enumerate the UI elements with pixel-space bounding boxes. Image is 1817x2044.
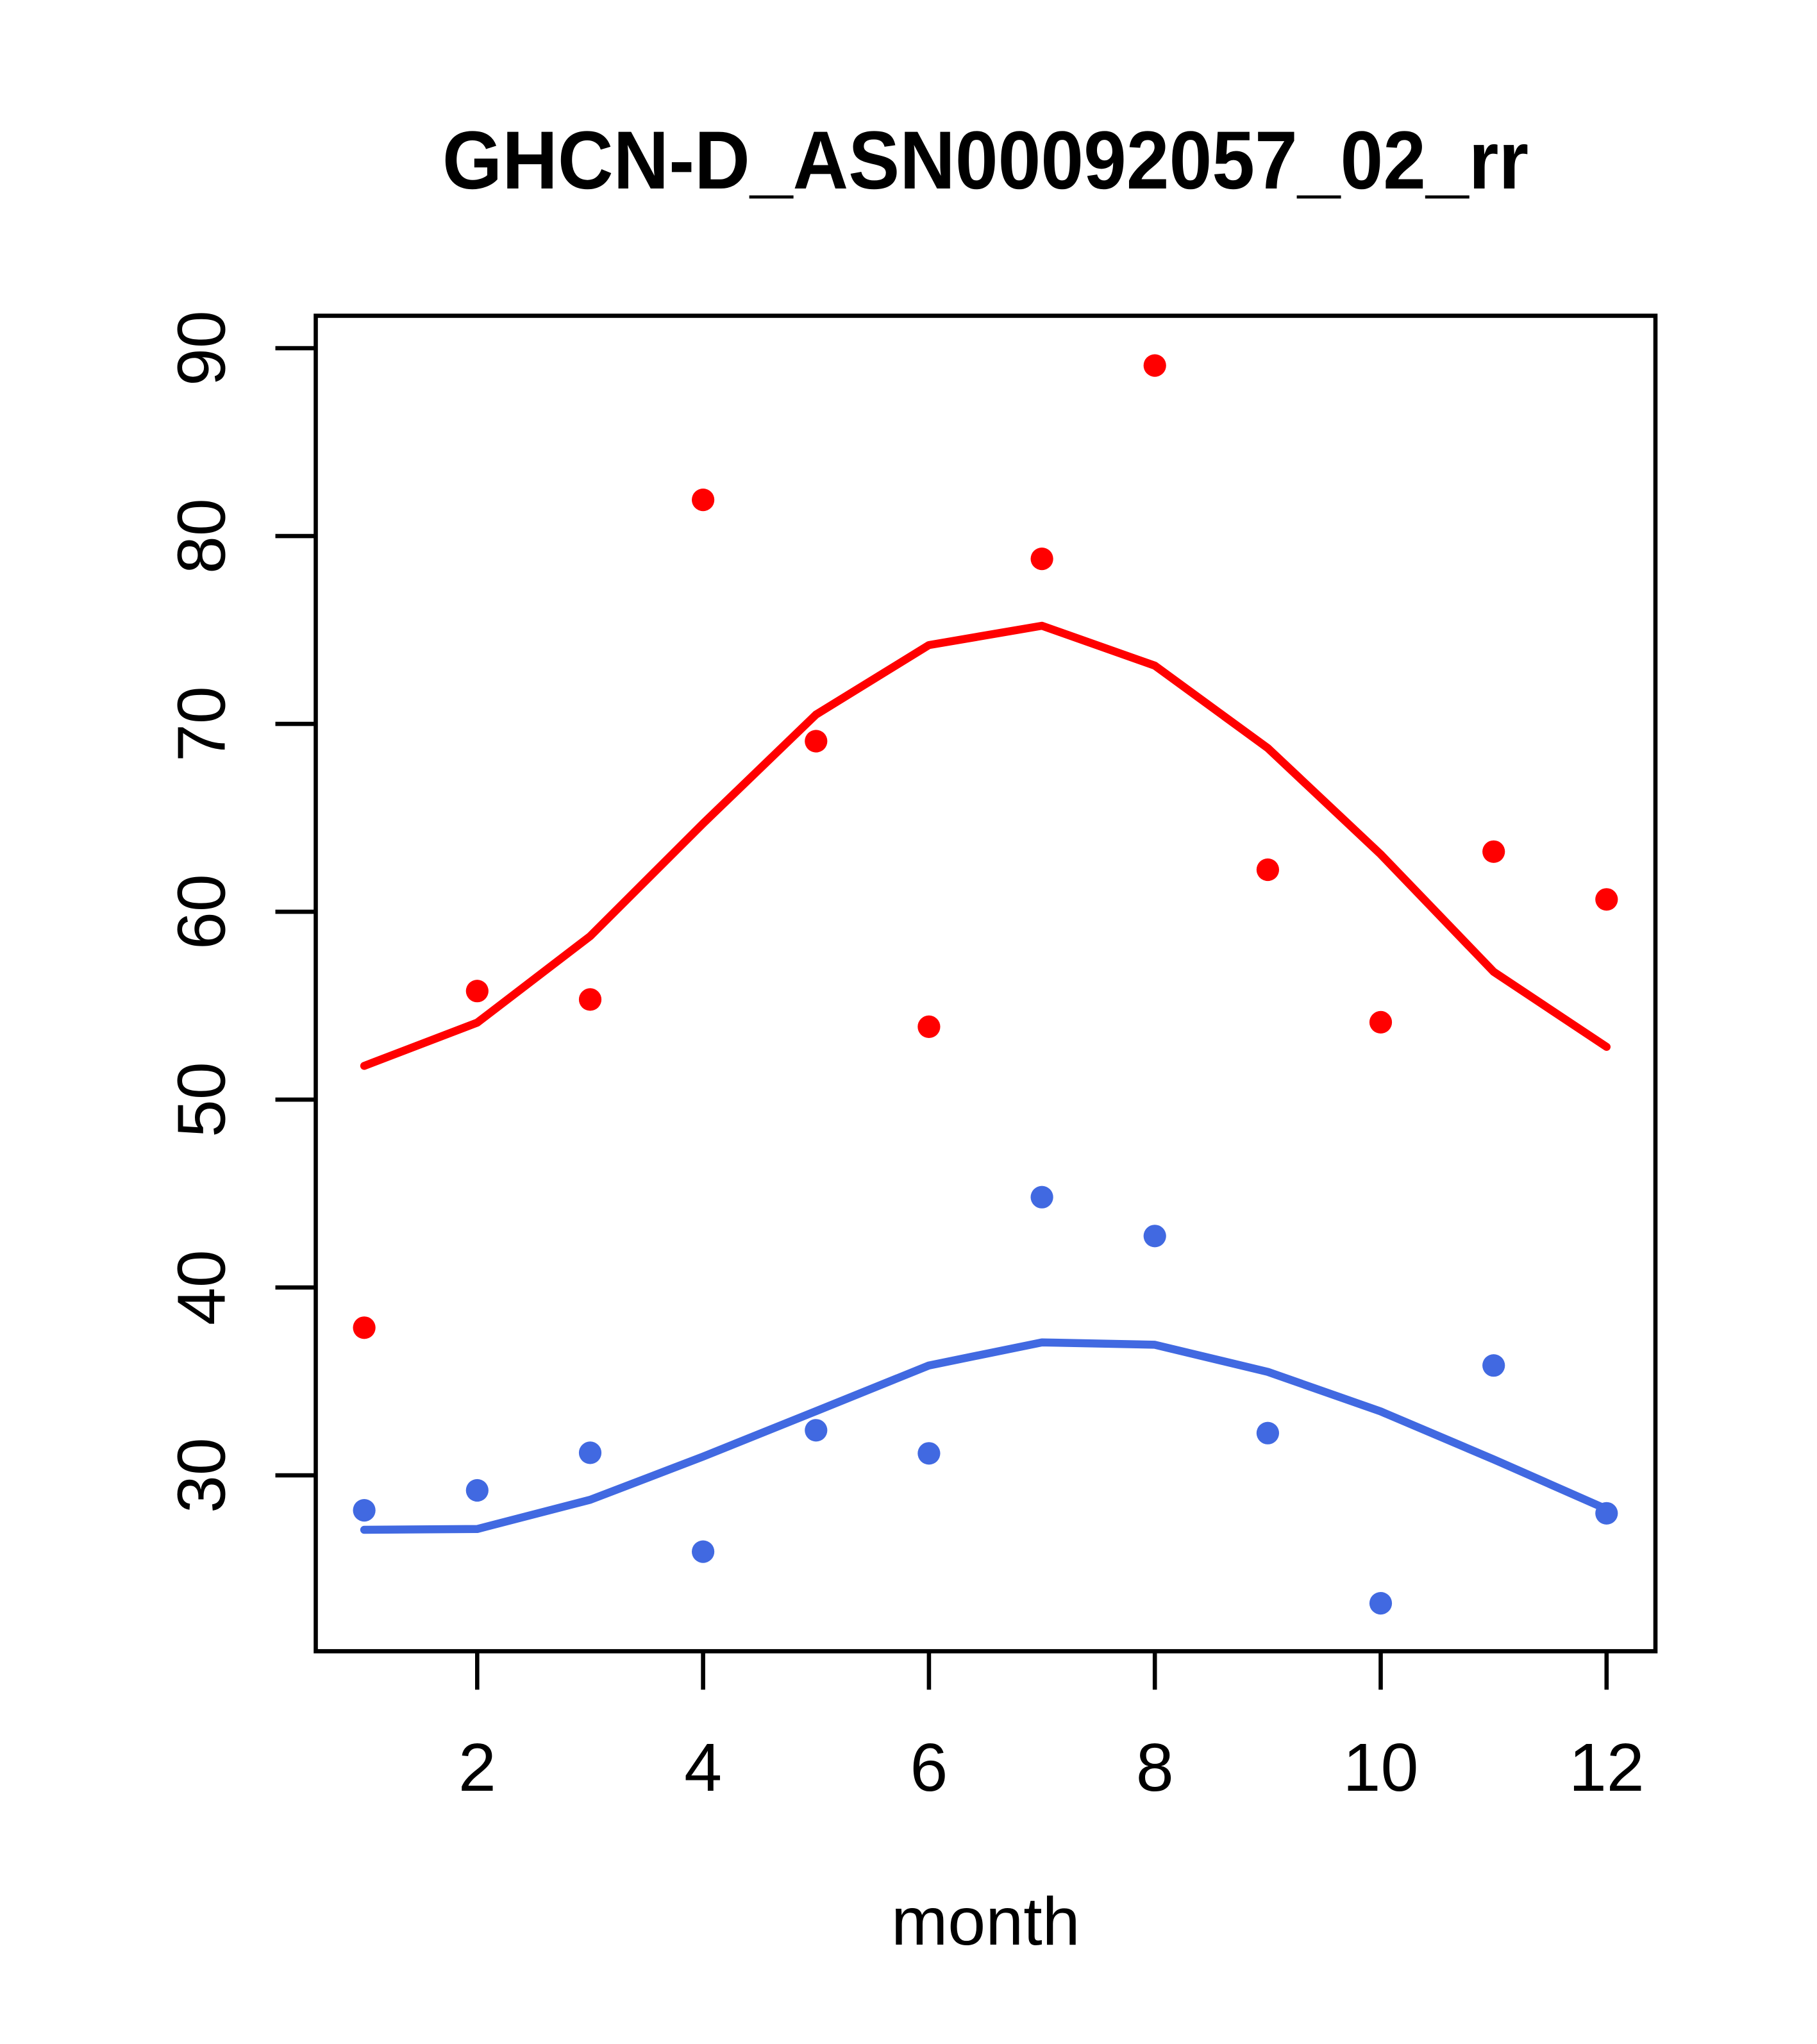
svg-text:12: 12: [1569, 1730, 1645, 1805]
svg-text:30: 30: [163, 1437, 239, 1513]
svg-text:60: 60: [163, 874, 239, 950]
svg-text:10: 10: [1343, 1730, 1419, 1805]
svg-text:70: 70: [163, 686, 239, 762]
svg-text:month: month: [891, 1884, 1080, 1959]
svg-text:8: 8: [1136, 1730, 1174, 1805]
svg-text:4: 4: [684, 1730, 722, 1805]
svg-text:50: 50: [163, 1062, 239, 1137]
svg-text:80: 80: [163, 498, 239, 574]
svg-text:90: 90: [163, 310, 239, 386]
svg-text:2: 2: [458, 1730, 496, 1805]
svg-text:GHCN-D_ASN00092057_02_rr: GHCN-D_ASN00092057_02_rr: [442, 115, 1528, 206]
svg-text:40: 40: [163, 1250, 239, 1325]
svg-text:6: 6: [910, 1730, 948, 1805]
